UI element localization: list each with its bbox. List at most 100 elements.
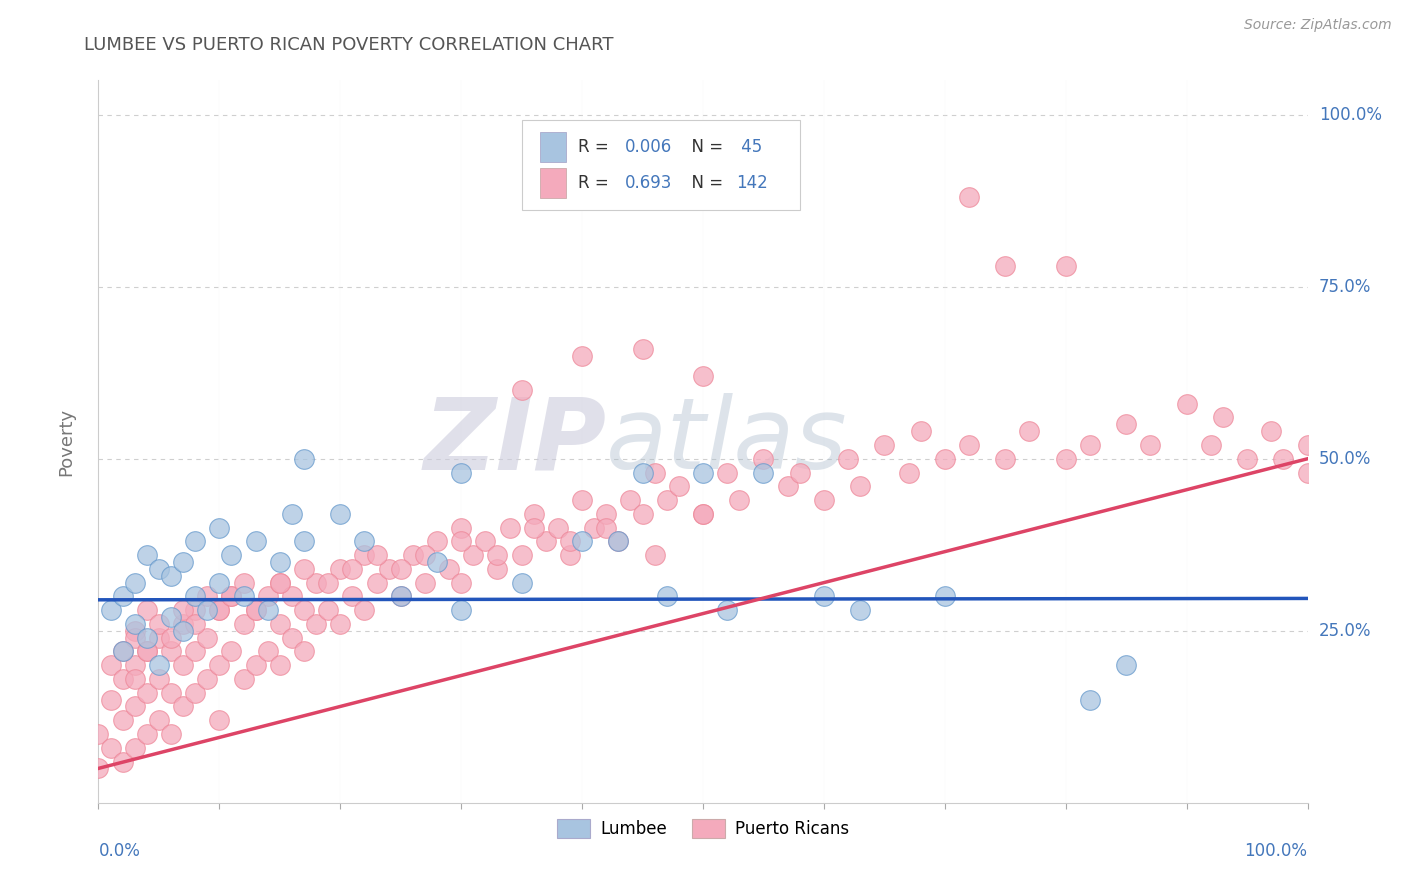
Point (87, 727, 110, 741)
Point (316, 575, 339, 590)
Point (474, 534, 496, 549)
Point (124, 616, 146, 631)
Point (523, 507, 546, 521)
Point (100, 603, 122, 617)
Point (135, 603, 157, 617)
Point (208, 603, 231, 617)
Point (631, 342, 654, 356)
Point (1296, 438, 1319, 452)
Point (245, 603, 267, 617)
Point (353, 603, 375, 617)
Point (195, 590, 218, 604)
Point (595, 507, 617, 521)
Point (221, 590, 243, 604)
Point (329, 616, 352, 631)
Point (160, 727, 183, 741)
Point (486, 562, 509, 576)
Point (752, 466, 775, 480)
Point (752, 451, 775, 466)
Point (172, 624, 194, 638)
Text: 0.693: 0.693 (624, 174, 672, 192)
Text: Source: ZipAtlas.com: Source: ZipAtlas.com (1244, 18, 1392, 32)
Point (232, 590, 254, 604)
Point (389, 562, 412, 576)
Point (571, 534, 593, 549)
Point (148, 672, 170, 686)
Point (172, 603, 194, 617)
Point (208, 603, 231, 617)
Point (281, 507, 304, 521)
Point (1212, 410, 1234, 425)
Point (100, 740, 122, 755)
Text: 0.0%: 0.0% (98, 842, 141, 860)
Point (160, 568, 183, 582)
Point (849, 603, 872, 617)
Point (100, 692, 122, 706)
Text: 75.0%: 75.0% (1319, 277, 1371, 296)
Point (655, 590, 678, 604)
Point (849, 479, 872, 493)
Point (716, 603, 738, 617)
Point (1018, 424, 1040, 438)
Point (292, 451, 315, 466)
Point (111, 672, 134, 686)
Point (292, 534, 315, 549)
Point (124, 631, 146, 645)
Point (269, 658, 291, 673)
Point (269, 575, 291, 590)
Point (437, 562, 460, 576)
Point (269, 575, 291, 590)
Point (1236, 451, 1258, 466)
Text: 0.006: 0.006 (624, 137, 672, 156)
Point (1054, 259, 1077, 273)
Point (148, 616, 170, 631)
Point (668, 479, 690, 493)
Point (1054, 451, 1077, 466)
Point (329, 507, 352, 521)
Point (148, 658, 170, 673)
Point (463, 548, 485, 562)
Point (389, 590, 412, 604)
Point (124, 624, 146, 638)
Point (450, 603, 472, 617)
Point (728, 493, 751, 508)
Point (184, 644, 207, 658)
Point (547, 520, 569, 534)
Text: 45: 45 (735, 137, 762, 156)
Point (994, 259, 1017, 273)
Point (269, 616, 291, 631)
Point (523, 520, 546, 534)
Point (413, 548, 436, 562)
Point (402, 548, 425, 562)
Point (1296, 466, 1319, 480)
Point (342, 590, 364, 604)
FancyBboxPatch shape (540, 168, 567, 198)
Point (595, 520, 617, 534)
Point (450, 534, 472, 549)
Point (510, 575, 533, 590)
Point (789, 466, 811, 480)
Point (450, 575, 472, 590)
Point (305, 616, 328, 631)
Y-axis label: Poverty: Poverty (56, 408, 75, 475)
Point (245, 534, 267, 549)
Point (353, 548, 375, 562)
Point (148, 631, 170, 645)
Point (292, 562, 315, 576)
Point (160, 631, 183, 645)
Text: LUMBEE VS PUERTO RICAN POVERTY CORRELATION CHART: LUMBEE VS PUERTO RICAN POVERTY CORRELATI… (84, 36, 614, 54)
Point (1139, 438, 1161, 452)
Point (1175, 397, 1198, 411)
Point (534, 534, 557, 549)
Point (655, 493, 678, 508)
Point (631, 507, 654, 521)
Point (571, 349, 593, 363)
Point (245, 603, 267, 617)
Text: 100.0%: 100.0% (1244, 842, 1308, 860)
Point (342, 562, 364, 576)
Point (184, 534, 207, 549)
Point (281, 631, 304, 645)
Point (292, 644, 315, 658)
Point (184, 603, 207, 617)
Point (692, 507, 714, 521)
